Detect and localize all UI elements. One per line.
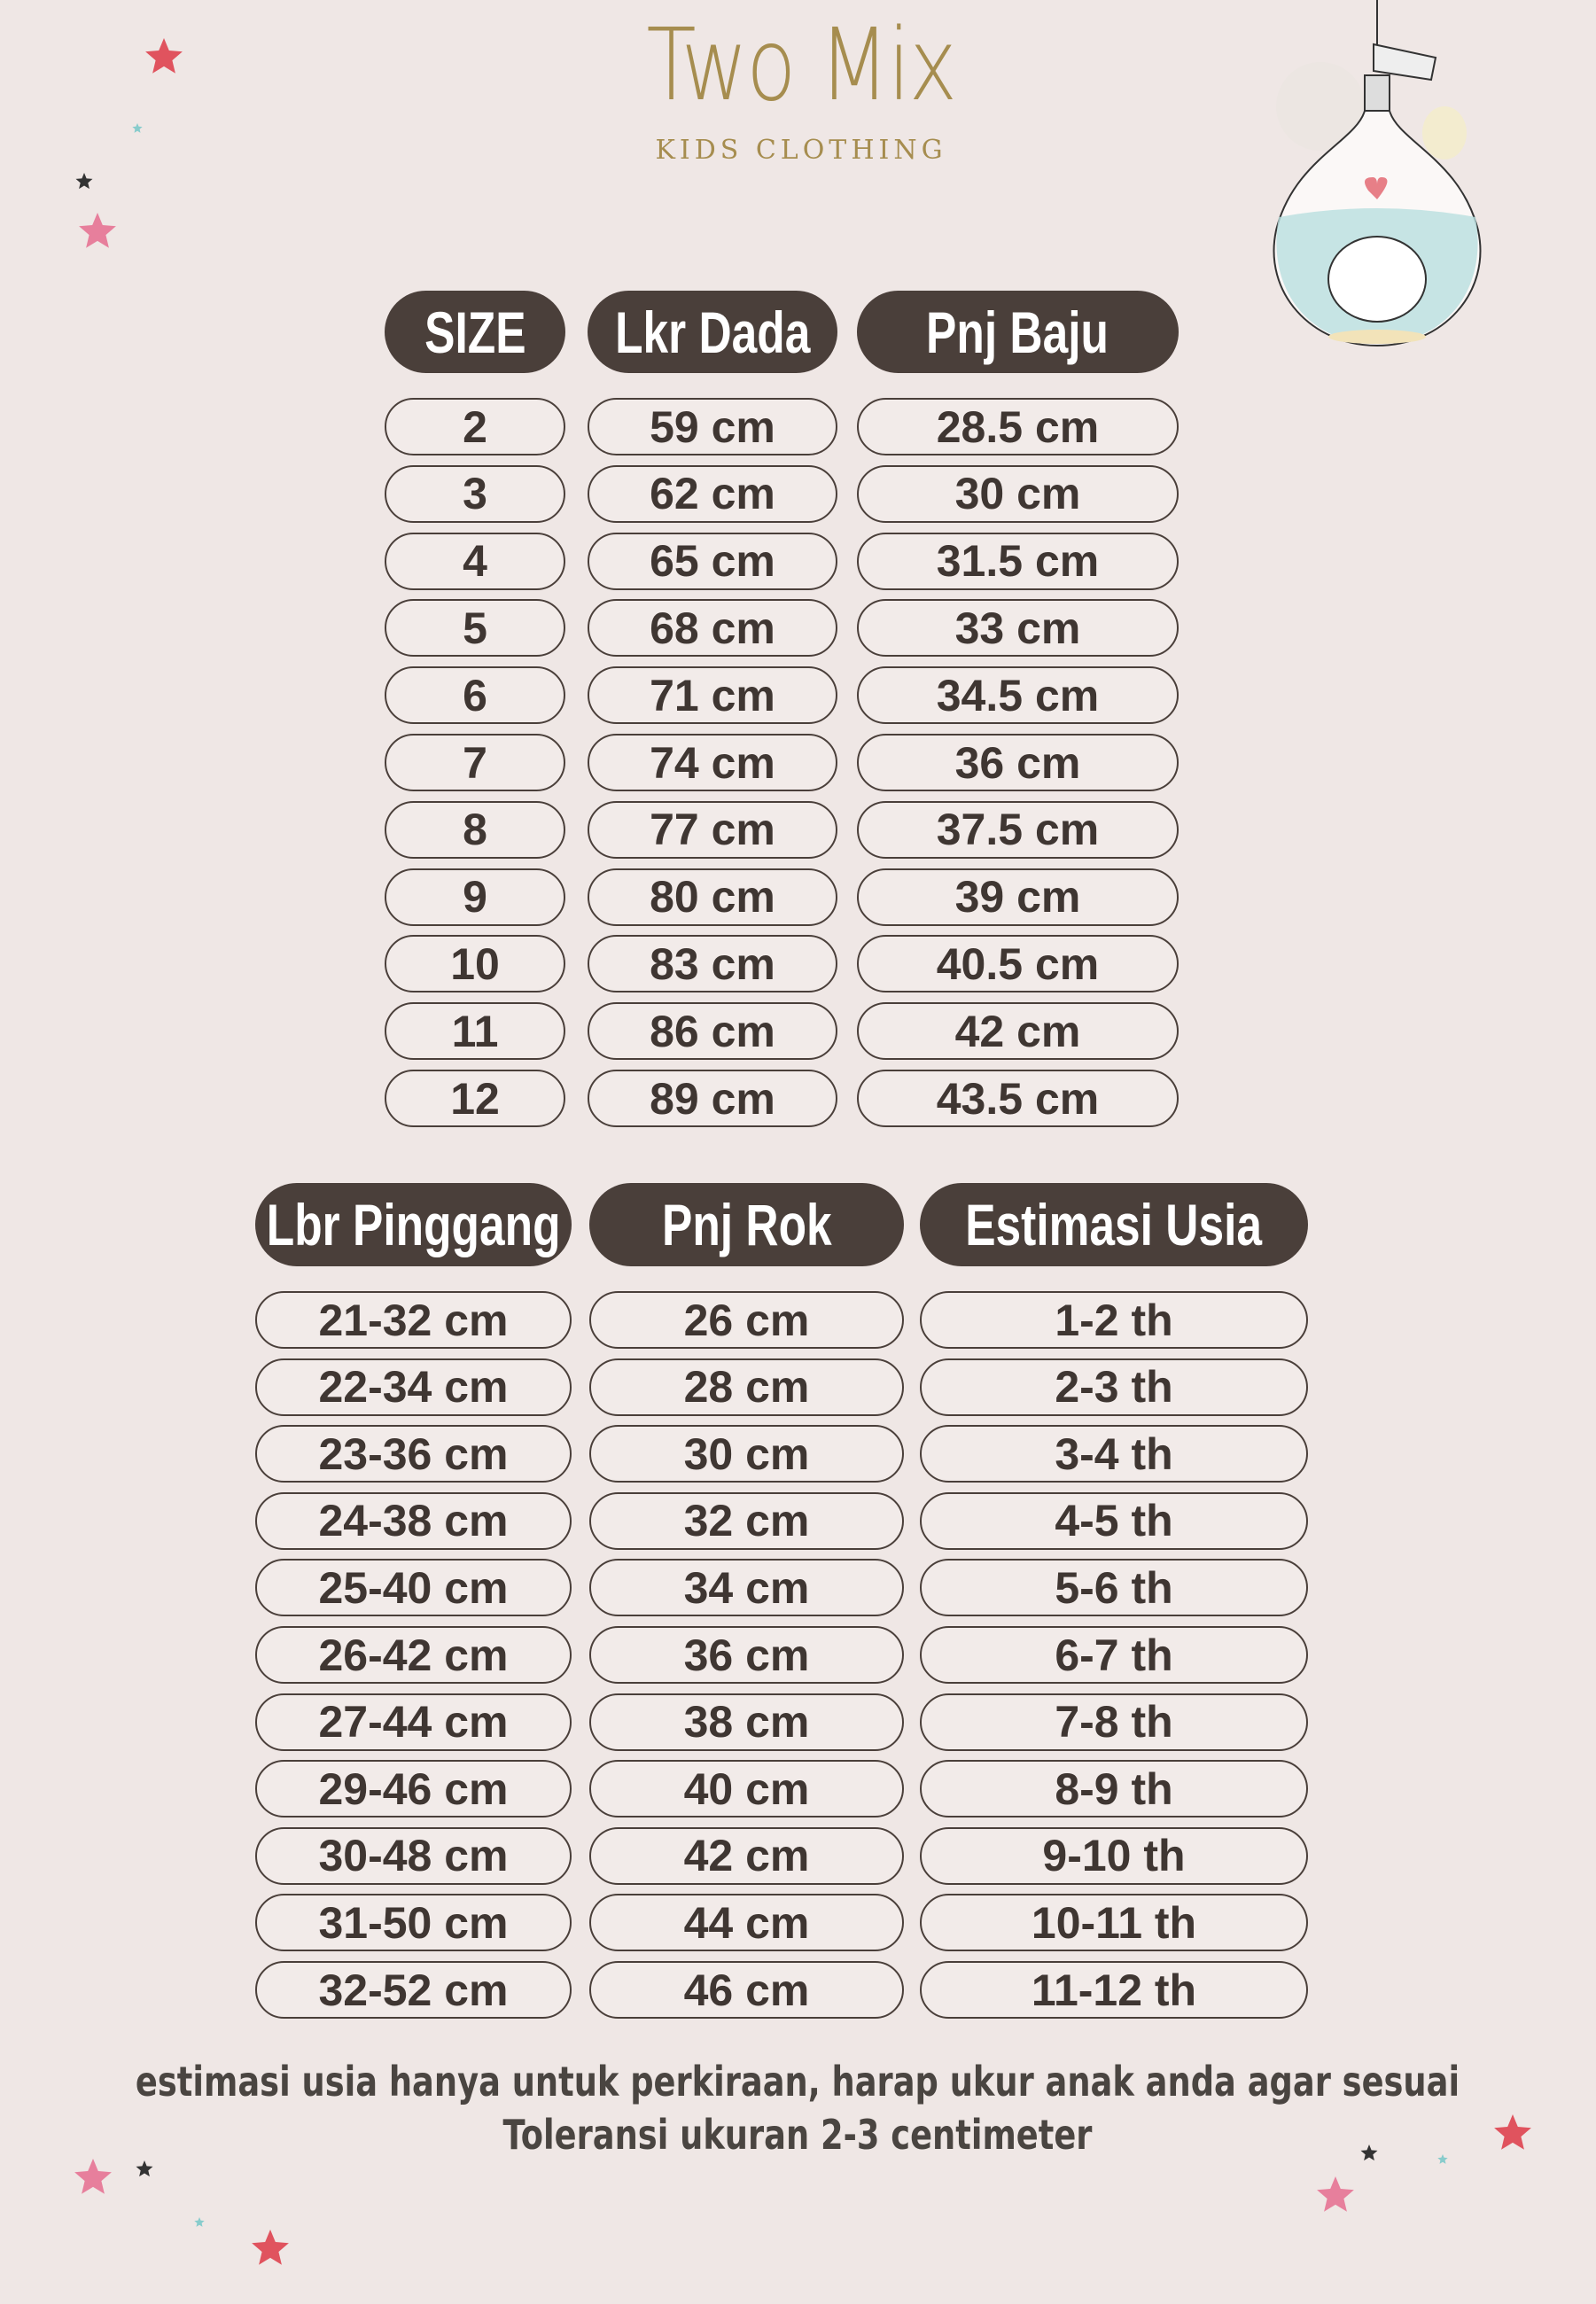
cell-estimasi-usia: 3-4 th xyxy=(920,1425,1308,1483)
cell-estimasi-usia: 5-6 th xyxy=(920,1559,1308,1617)
cell-lkr-dada: 59 cm xyxy=(588,398,837,455)
cell-size: 2 xyxy=(385,398,565,455)
cell-pnj-rok: 38 cm xyxy=(589,1693,904,1751)
header-label: Pnj Rok xyxy=(661,1192,832,1257)
star-icon xyxy=(194,2217,205,2227)
cell-pnj-baju: 43.5 cm xyxy=(857,1070,1179,1127)
cell-pnj-baju: 40.5 cm xyxy=(857,935,1179,993)
star-icon xyxy=(75,173,93,190)
cell-pnj-baju: 39 cm xyxy=(857,868,1179,926)
cell-estimasi-usia: 6-7 th xyxy=(920,1626,1308,1684)
cell-lkr-dada: 89 cm xyxy=(588,1070,837,1127)
cell-lkr-dada: 86 cm xyxy=(588,1002,837,1061)
star-icon xyxy=(74,2159,112,2194)
cell-lkr-dada: 62 cm xyxy=(588,464,837,523)
cell-lbr-pinggang: 24-38 cm xyxy=(255,1491,572,1550)
header-label: Lkr Dada xyxy=(614,299,811,365)
cell-lbr-pinggang: 26-42 cm xyxy=(255,1626,572,1684)
header-label: Pnj Baju xyxy=(926,299,1109,365)
header-estimasi-usia: Estimasi Usia xyxy=(920,1183,1308,1266)
cell-pnj-baju: 42 cm xyxy=(857,1002,1179,1061)
header-label: Estimasi Usia xyxy=(965,1192,1263,1257)
cell-pnj-baju: 34.5 cm xyxy=(857,666,1179,725)
cell-estimasi-usia: 8-9 th xyxy=(920,1760,1308,1818)
cell-size: 10 xyxy=(385,935,565,993)
header-pnj-rok: Pnj Rok xyxy=(589,1183,904,1266)
header-label: Lbr Pinggang xyxy=(266,1192,561,1257)
cell-lkr-dada: 65 cm xyxy=(588,532,837,590)
cell-pnj-baju: 31.5 cm xyxy=(857,532,1179,590)
cell-size: 12 xyxy=(385,1070,565,1127)
hanging-bulb-whale-illustration xyxy=(1273,0,1482,347)
cell-estimasi-usia: 2-3 th xyxy=(920,1358,1308,1416)
cell-size: 9 xyxy=(385,868,565,926)
star-icon xyxy=(1360,2144,1378,2161)
cell-lbr-pinggang: 25-40 cm xyxy=(255,1559,572,1617)
cell-size: 5 xyxy=(385,599,565,658)
cell-lbr-pinggang: 22-34 cm xyxy=(255,1358,572,1416)
cell-lbr-pinggang: 32-52 cm xyxy=(255,1961,572,2019)
star-icon xyxy=(132,123,143,133)
brand-tagline: KIDS CLOTHING xyxy=(655,135,947,166)
cell-pnj-rok: 32 cm xyxy=(589,1491,904,1550)
header-size: SIZE xyxy=(385,291,565,373)
header-pnj-baju: Pnj Baju xyxy=(857,291,1179,373)
cell-pnj-rok: 46 cm xyxy=(589,1961,904,2019)
cell-estimasi-usia: 11-12 th xyxy=(920,1961,1308,2019)
cell-size: 11 xyxy=(385,1002,565,1061)
star-icon xyxy=(145,38,183,74)
cell-lkr-dada: 80 cm xyxy=(588,868,837,926)
cell-lkr-dada: 77 cm xyxy=(588,800,837,859)
cell-pnj-rok: 34 cm xyxy=(589,1559,904,1617)
star-icon xyxy=(1317,2176,1354,2212)
brand-name: Two Mix xyxy=(646,8,957,123)
cell-pnj-baju: 33 cm xyxy=(857,599,1179,658)
cell-estimasi-usia: 9-10 th xyxy=(920,1826,1308,1885)
star-icon xyxy=(1494,2114,1531,2150)
cell-pnj-rok: 30 cm xyxy=(589,1425,904,1483)
cell-pnj-rok: 44 cm xyxy=(589,1894,904,1952)
cell-size: 3 xyxy=(385,464,565,523)
cell-estimasi-usia: 4-5 th xyxy=(920,1491,1308,1550)
cell-lkr-dada: 68 cm xyxy=(588,599,837,658)
cell-lkr-dada: 74 cm xyxy=(588,734,837,791)
cell-lkr-dada: 71 cm xyxy=(588,666,837,725)
header-lkr-dada: Lkr Dada xyxy=(588,291,837,373)
note-tolerance: Toleransi ukuran 2-3 centimeter xyxy=(502,2111,1093,2159)
note-age-estimate: estimasi usia hanya untuk perkiraan, har… xyxy=(135,2058,1460,2106)
cell-lbr-pinggang: 23-36 cm xyxy=(255,1425,572,1483)
cell-lbr-pinggang: 31-50 cm xyxy=(255,1894,572,1952)
cell-estimasi-usia: 1-2 th xyxy=(920,1291,1308,1349)
cell-estimasi-usia: 10-11 th xyxy=(920,1894,1308,1952)
cell-size: 7 xyxy=(385,734,565,791)
cell-lbr-pinggang: 21-32 cm xyxy=(255,1291,572,1349)
cell-pnj-baju: 37.5 cm xyxy=(857,800,1179,859)
star-icon xyxy=(136,2160,153,2177)
cell-lbr-pinggang: 29-46 cm xyxy=(255,1760,572,1818)
cell-pnj-rok: 26 cm xyxy=(589,1291,904,1349)
cell-pnj-rok: 36 cm xyxy=(589,1626,904,1684)
header-label: SIZE xyxy=(424,299,526,365)
cell-lbr-pinggang: 27-44 cm xyxy=(255,1693,572,1751)
cell-estimasi-usia: 7-8 th xyxy=(920,1693,1308,1751)
star-icon xyxy=(252,2230,289,2265)
cell-pnj-baju: 30 cm xyxy=(857,464,1179,523)
cell-pnj-rok: 28 cm xyxy=(589,1358,904,1416)
cell-pnj-rok: 40 cm xyxy=(589,1760,904,1818)
header-lbr-pinggang: Lbr Pinggang xyxy=(255,1183,572,1266)
cell-size: 6 xyxy=(385,666,565,725)
cell-lbr-pinggang: 30-48 cm xyxy=(255,1826,572,1885)
cell-pnj-baju: 36 cm xyxy=(857,734,1179,791)
cell-pnj-rok: 42 cm xyxy=(589,1826,904,1885)
cell-pnj-baju: 28.5 cm xyxy=(857,398,1179,455)
cell-size: 8 xyxy=(385,800,565,859)
cell-lkr-dada: 83 cm xyxy=(588,935,837,993)
star-icon xyxy=(1437,2154,1448,2164)
cell-size: 4 xyxy=(385,532,565,590)
star-icon xyxy=(79,213,116,248)
